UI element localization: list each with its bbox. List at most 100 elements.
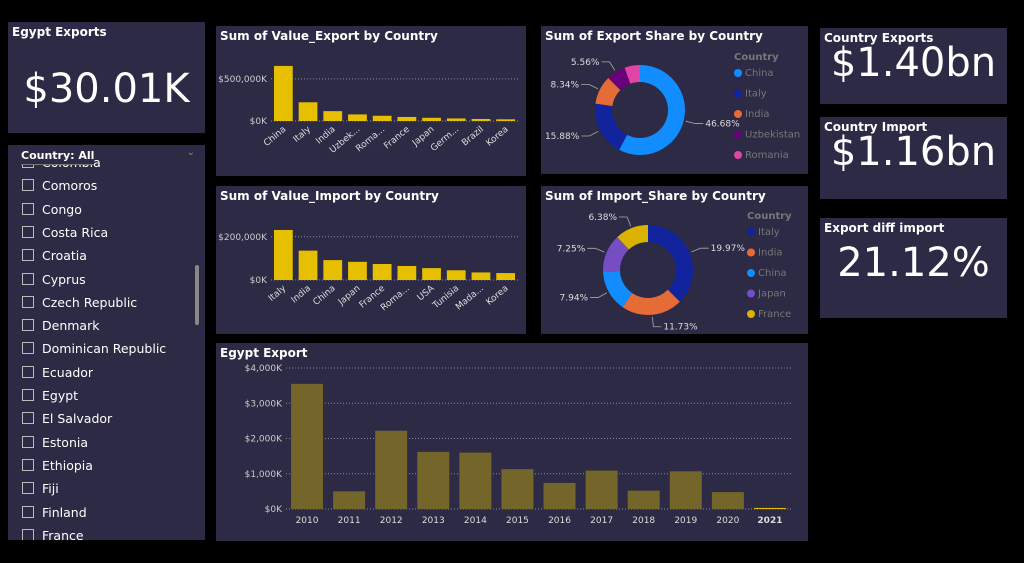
checkbox	[22, 435, 34, 448]
bar	[298, 102, 318, 121]
legend-swatch	[734, 69, 742, 77]
donut-slice	[595, 78, 621, 107]
bar	[348, 114, 367, 121]
checkbox	[22, 528, 34, 540]
slicer-item[interactable]: Croatia	[22, 248, 87, 263]
checkbox	[22, 179, 34, 192]
legend-swatch	[747, 248, 755, 257]
legend-swatch	[747, 310, 755, 318]
leader-line	[619, 216, 632, 227]
kpi-card: Export diff import 21.12%	[820, 218, 1007, 318]
bar	[397, 116, 417, 121]
bar	[446, 270, 466, 280]
slicer-item[interactable]: France	[22, 528, 84, 540]
slicer-item[interactable]: Costa Rica	[22, 225, 108, 240]
slicer-item[interactable]: Ethiopia	[22, 458, 93, 473]
chart-panel: Sum of Export Share by Country 46.68% 15.8…	[541, 26, 808, 174]
item-label: Comoros	[42, 178, 98, 194]
x-tick-label: 2016	[548, 516, 571, 526]
x-tick-label: 2021	[757, 516, 782, 526]
y-tick-label: $200,000K	[218, 233, 268, 243]
bar	[348, 261, 367, 280]
chart-panel: Egypt Export $0K $1,000K $2,000K $3,000K $4,0…	[216, 343, 808, 541]
slicer-item[interactable]: Congo	[22, 202, 82, 217]
slicer-item[interactable]: Fiji	[22, 481, 59, 496]
x-tick-label: 2017	[590, 516, 613, 526]
y-tick-label: $0K	[265, 505, 283, 515]
bar	[496, 273, 516, 280]
x-tick-label: Korea	[485, 125, 511, 149]
x-tick-label: 2020	[716, 516, 739, 526]
bar	[298, 250, 318, 280]
slicer-item[interactable]: Dominican Republic	[22, 341, 166, 356]
legend-label: Uzbekistan	[745, 130, 800, 141]
checkbox	[22, 272, 34, 285]
legend-swatch	[747, 269, 755, 277]
data-label: 7.25%	[557, 244, 586, 254]
slicer-item[interactable]: Czech Republic	[22, 295, 137, 310]
leader-line	[691, 247, 709, 253]
item-label: Dominican Republic	[42, 341, 167, 357]
checkbox	[22, 389, 34, 401]
slicer-item[interactable]: El Salvador	[22, 411, 112, 426]
legend-label: Italy	[758, 227, 780, 238]
chart-title: Sum of Value_Import by Country	[220, 189, 439, 203]
card-title: Country Exports	[824, 31, 934, 45]
slicer-item[interactable]: Egypt	[22, 388, 78, 403]
y-tick-label: $500,000K	[218, 75, 268, 85]
bar	[417, 451, 450, 509]
chart-title: Sum of Import_Share by Country	[545, 189, 766, 203]
legend-swatch	[747, 228, 755, 236]
bar	[397, 265, 417, 280]
y-tick-label: $3,000K	[245, 399, 283, 409]
chart: 46.68% 15.88% 8.34% 5.56% Country China Italy I…	[545, 52, 800, 161]
checkbox	[22, 505, 34, 518]
slicer-item[interactable]: Ecuador	[22, 365, 93, 380]
bar	[627, 490, 660, 509]
item-label: Egypt	[42, 388, 79, 403]
checkbox	[22, 365, 34, 378]
data-label: 46.68%	[705, 120, 740, 130]
bar	[753, 507, 786, 509]
bar	[471, 272, 491, 280]
checkbox	[22, 319, 34, 332]
slicer-item[interactable]: Cyprus	[22, 272, 86, 287]
checkbox	[22, 482, 34, 495]
slicer-chevron: ⌄	[186, 147, 195, 158]
bar	[471, 118, 491, 121]
donut-slice	[603, 237, 629, 272]
x-tick-label: Germ...	[429, 125, 461, 154]
x-tick-label: China	[312, 284, 338, 308]
checkbox	[22, 202, 34, 215]
chart-title: Egypt Export	[220, 346, 308, 360]
bar	[273, 65, 293, 121]
checkbox	[22, 342, 34, 355]
chart-panel: Sum of Value_Export by Country $0K $500,00…	[216, 26, 526, 176]
slicer-item[interactable]: Denmark	[22, 318, 99, 333]
leader-line	[652, 316, 662, 328]
x-tick-label: 2014	[464, 516, 487, 526]
legend-label: India	[758, 248, 783, 259]
slicer-header: Country: All	[21, 149, 95, 165]
chart: $0K $1,000K $2,000K $3,000K $4,000K 2010 2011 2…	[245, 364, 791, 526]
legend-label: Italy	[745, 89, 767, 100]
bar	[291, 383, 324, 509]
legend-swatch	[734, 151, 742, 159]
card-value: $1.16bn	[830, 129, 997, 175]
bar	[375, 430, 408, 509]
item-label: Croatia	[42, 248, 87, 264]
slicer-item[interactable]: Finland	[22, 505, 87, 520]
bar	[422, 117, 441, 121]
chart-panel: Sum of Value_Import by Country $0K $200,00…	[216, 186, 526, 334]
card-value: $30.01K	[23, 66, 190, 112]
card-value: 21.12%	[837, 240, 990, 286]
data-label: 11.73%	[663, 323, 698, 333]
slicer-item[interactable]: Estonia	[22, 435, 88, 450]
data-label: 6.38%	[588, 213, 617, 223]
y-tick-label: $2,000K	[245, 435, 283, 445]
scrollbar	[195, 265, 199, 325]
x-tick-label: 2015	[506, 516, 529, 526]
x-tick-label: 2011	[338, 516, 361, 526]
slicer-item[interactable]: Comoros	[22, 178, 97, 193]
